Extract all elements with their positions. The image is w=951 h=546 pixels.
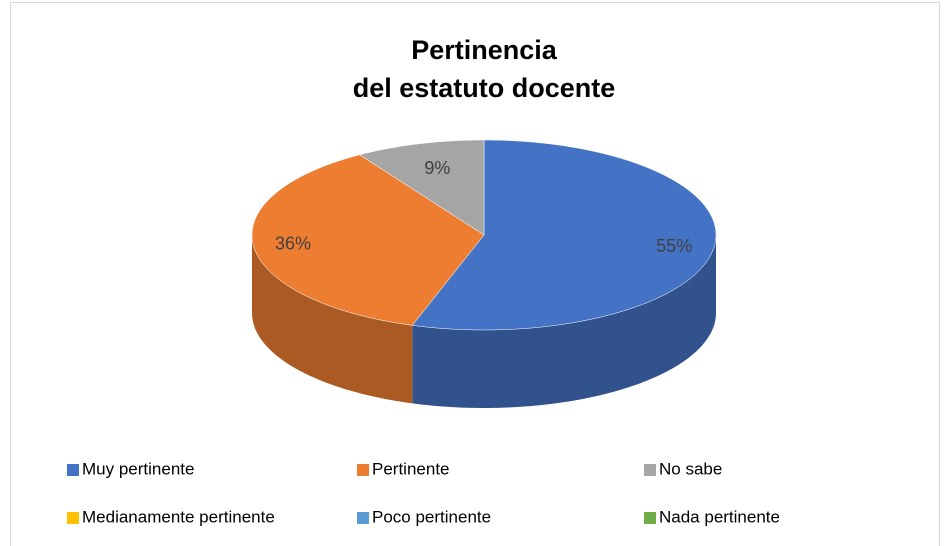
legend-label: Medianamente pertinente	[82, 507, 275, 526]
pie-sides	[252, 235, 716, 408]
legend-swatch	[357, 512, 369, 524]
pie-slice	[251, 154, 485, 326]
pie-labels: 55% 36% 9%	[275, 158, 692, 256]
pie-side	[252, 235, 413, 404]
legend-swatch	[67, 512, 79, 524]
chart-title: Pertinencia	[411, 35, 558, 65]
pie-side	[412, 235, 716, 408]
legend-swatch	[644, 512, 656, 524]
legend-swatch	[67, 464, 79, 476]
pie-tops	[251, 139, 717, 331]
pie-slice	[411, 139, 717, 331]
data-label: 36%	[275, 234, 311, 254]
legend-swatch	[357, 464, 369, 476]
data-label: 55%	[656, 236, 692, 256]
legend-label: Pertinente	[372, 459, 450, 478]
data-label: 9%	[424, 158, 450, 178]
legend-label: No sabe	[659, 459, 722, 478]
legend-swatch	[644, 464, 656, 476]
legend-label: Muy pertinente	[82, 459, 194, 478]
legend-label: Nada pertinente	[659, 507, 780, 526]
legend-label: Poco pertinente	[372, 507, 491, 526]
chart-title: del estatuto docente	[353, 73, 616, 103]
pie-slice	[359, 139, 485, 236]
